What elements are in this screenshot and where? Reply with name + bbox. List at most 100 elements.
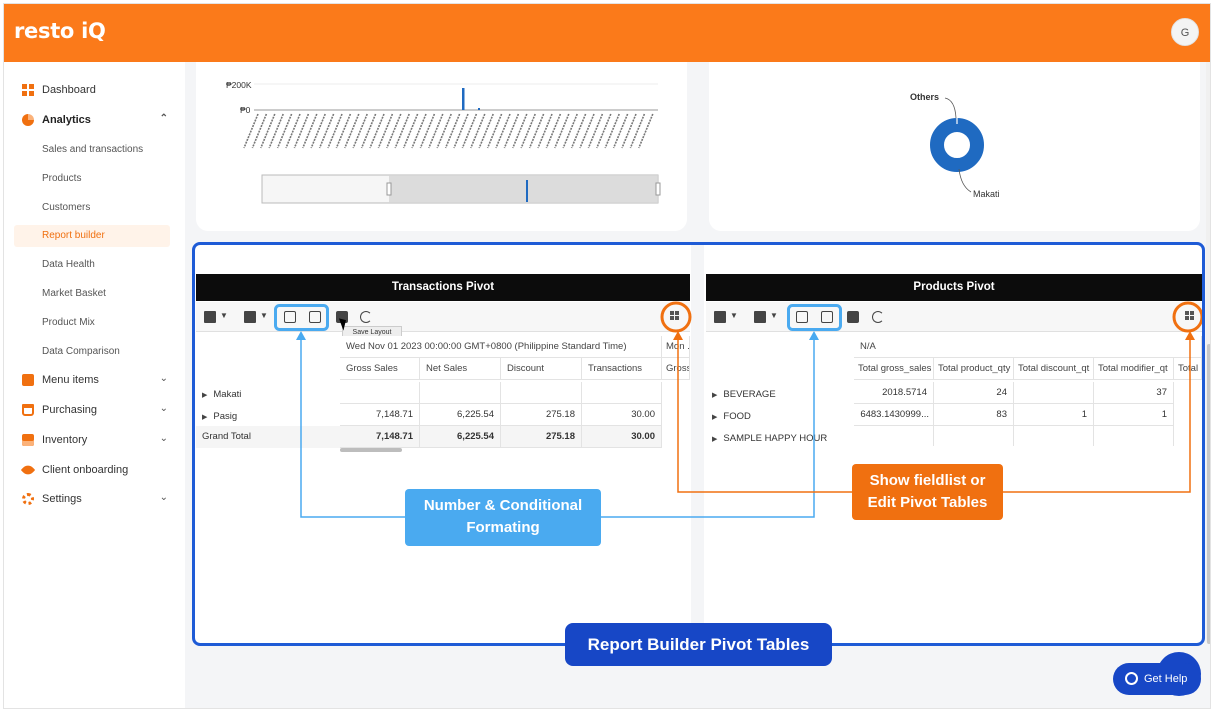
- expand-icon[interactable]: ▶: [712, 392, 718, 399]
- get-help-button[interactable]: Get Help: [1113, 663, 1201, 695]
- column-group-header: Wed Nov 01 2023 00:00:00 GMT+0800 (Phili…: [340, 336, 662, 358]
- x-tick-mark: [377, 113, 394, 149]
- sidebar-item-settings[interactable]: Settings ⌄: [14, 487, 174, 511]
- column-header[interactable]: Total modifier_qt: [1094, 358, 1174, 380]
- x-tick-mark: [293, 113, 310, 149]
- horizontal-scrollbar[interactable]: [340, 448, 402, 452]
- highlight-format-buttons-left: [274, 304, 329, 331]
- chevron-down-icon: ⌄: [159, 433, 168, 444]
- help-icon: [1125, 672, 1138, 685]
- sidebar-sub-products[interactable]: Products: [42, 173, 82, 184]
- column-header[interactable]: Transactions: [582, 358, 662, 380]
- products-pivot-grid: N/A Total gross_sales Total product_qty …: [706, 336, 1202, 446]
- x-tick-mark: [621, 113, 637, 149]
- table-icon[interactable]: [244, 311, 256, 323]
- app-logo[interactable]: resto iQ: [14, 19, 106, 43]
- column-header[interactable]: Discount: [501, 358, 582, 380]
- table-cell: [420, 382, 501, 404]
- chevron-down-icon: ⌄: [159, 492, 168, 503]
- sidebar-sub-data-health[interactable]: Data Health: [42, 259, 95, 270]
- table-cell: 6,225.54: [420, 404, 501, 426]
- sidebar: Dashboard Analytics ⌃ Sales and transact…: [4, 62, 185, 708]
- column-header[interactable]: Total: [1174, 358, 1202, 380]
- chevron-down-icon[interactable]: ▼: [770, 311, 778, 320]
- sidebar-sub-customers[interactable]: Customers: [42, 202, 91, 213]
- sidebar-item-dashboard[interactable]: Dashboard: [14, 78, 174, 102]
- x-tick-mark: [243, 113, 259, 149]
- sidebar-item-inventory[interactable]: Inventory ⌄: [14, 428, 174, 452]
- expand-icon[interactable]: ▶: [712, 414, 718, 421]
- chevron-down-icon[interactable]: ▼: [220, 311, 228, 320]
- chevron-down-icon[interactable]: ▼: [730, 311, 738, 320]
- number-format-icon[interactable]: [796, 311, 808, 323]
- sidebar-item-analytics[interactable]: Analytics ⌃: [14, 108, 174, 132]
- sidebar-sub-report-builder[interactable]: Report builder: [14, 225, 170, 247]
- conditional-format-icon[interactable]: [821, 311, 833, 323]
- grid-layout-icon[interactable]: [204, 311, 216, 323]
- sidebar-item-label: Settings: [42, 493, 82, 505]
- sidebar-item-label: Purchasing: [42, 404, 98, 416]
- table-cell: 83: [934, 404, 1014, 426]
- x-tick-mark: [419, 113, 436, 149]
- zoom-slider-handle-left[interactable]: [386, 182, 392, 196]
- y-tick-label: ₱0: [240, 105, 251, 115]
- table-icon[interactable]: [754, 311, 766, 323]
- column-header[interactable]: Net Sales: [420, 358, 501, 380]
- sidebar-item-menu-items[interactable]: Menu items ⌄: [14, 368, 174, 392]
- refresh-icon[interactable]: [360, 311, 372, 323]
- x-tick-mark: [402, 113, 419, 149]
- column-header[interactable]: Total gross_sales: [854, 358, 934, 380]
- expand-icon[interactable]: ▶: [202, 414, 208, 421]
- sidebar-sub-sales[interactable]: Sales and transactions: [42, 144, 144, 155]
- chevron-down-icon[interactable]: ▼: [260, 311, 268, 320]
- table-cell: [340, 382, 420, 404]
- sales-bar-chart: ₱200K ₱0: [226, 80, 661, 204]
- sidebar-sub-product-mix[interactable]: Product Mix: [42, 317, 95, 328]
- x-tick-mark: [276, 113, 293, 149]
- zoom-slider-handle-right[interactable]: [655, 182, 661, 196]
- user-avatar[interactable]: G: [1171, 18, 1199, 46]
- save-icon[interactable]: [847, 311, 859, 323]
- save-icon[interactable]: [336, 311, 348, 323]
- arrow-head: [809, 331, 819, 340]
- sidebar-sub-market-basket[interactable]: Market Basket: [42, 288, 106, 299]
- table-cell: 275.18: [501, 404, 582, 426]
- x-tick-mark: [461, 113, 478, 149]
- column-header[interactable]: Gross Sales: [340, 358, 420, 380]
- page-scrollbar-thumb[interactable]: [1207, 344, 1210, 644]
- zoom-slider-window[interactable]: [389, 175, 658, 203]
- number-formatting-callout: Number & Conditional Formating: [405, 489, 601, 546]
- number-format-icon[interactable]: [284, 311, 296, 323]
- bar-mark: [478, 108, 480, 110]
- report-builder-highlight-frame: [192, 242, 1205, 646]
- column-group-header: N/A: [854, 336, 1202, 358]
- sidebar-sub-data-comparison[interactable]: Data Comparison: [42, 346, 120, 357]
- table-cell: 7,148.71: [340, 404, 420, 426]
- table-row[interactable]: ▶ BEVERAGE: [712, 389, 776, 400]
- sidebar-item-client-onboarding[interactable]: Client onboarding: [14, 458, 174, 482]
- table-row[interactable]: ▶ FOOD: [712, 411, 751, 422]
- x-tick-group: [243, 113, 654, 149]
- column-header[interactable]: Total discount_qt: [1014, 358, 1094, 380]
- x-tick-mark: [537, 113, 553, 149]
- table-cell: 2018.5714: [854, 382, 934, 404]
- fieldlist-icon[interactable]: [1185, 311, 1197, 323]
- x-tick-mark: [352, 113, 368, 149]
- refresh-icon[interactable]: [872, 311, 884, 323]
- fieldlist-icon[interactable]: [670, 311, 682, 323]
- grid-layout-icon[interactable]: [714, 311, 726, 323]
- donut-label-makati: Makati: [973, 189, 1000, 199]
- table-row[interactable]: ▶ Pasig: [202, 411, 238, 422]
- total-cell: 30.00: [582, 426, 662, 448]
- expand-icon[interactable]: ▶: [712, 436, 718, 443]
- get-help-label: Get Help: [1144, 673, 1188, 685]
- sidebar-item-purchasing[interactable]: Purchasing ⌄: [14, 398, 174, 422]
- column-header[interactable]: Total product_qty: [934, 358, 1014, 380]
- table-row[interactable]: ▶ Makati: [202, 389, 242, 400]
- x-tick-mark: [545, 113, 562, 149]
- expand-icon[interactable]: ▶: [202, 392, 208, 399]
- x-tick-mark: [394, 113, 410, 149]
- table-row[interactable]: ▶ SAMPLE HAPPY HOUR: [712, 433, 828, 444]
- conditional-format-icon[interactable]: [309, 311, 321, 323]
- sidebar-item-label: Client onboarding: [42, 464, 129, 476]
